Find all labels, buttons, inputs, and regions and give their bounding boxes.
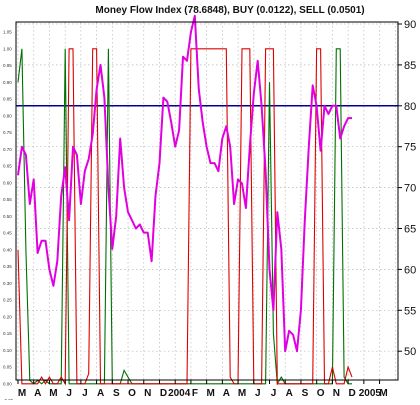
left-tick-label: 0.45: [3, 231, 12, 236]
x-tick-label: 2004: [168, 388, 191, 399]
x-tick-label: N: [333, 388, 340, 399]
left-tick-label: 0.80: [3, 113, 12, 118]
x-tick-label: J: [255, 388, 261, 399]
left-tick-label: 0.25: [3, 298, 12, 303]
left-tick-label: 0.50: [3, 214, 12, 219]
left-tick-label: 0.20: [3, 314, 12, 319]
x-tick-label: A: [97, 388, 104, 399]
left-tick-label: 0.65: [3, 164, 12, 169]
x-tick-label: J: [271, 388, 277, 399]
series-layer: [17, 14, 353, 386]
x-tick-label: S: [302, 388, 309, 399]
x-tick-label: O: [317, 388, 325, 399]
series-line-mfi: [17, 14, 352, 353]
x-tick-label: O: [128, 388, 136, 399]
series-line-sell: [17, 48, 353, 386]
x-tick-label: D: [349, 388, 356, 399]
left-tick-label: 0.75: [3, 130, 12, 135]
x-tick-label: A: [286, 388, 293, 399]
left-axis-ticks: 1.05 1.00 0.95 0.90 0.85 0.80 0.75 0.70 0.65 0.60…: [3, 30, 14, 404]
right-tick-label: 85: [404, 60, 416, 72]
left-tick-label: 0.10: [3, 348, 12, 353]
left-tick-label: 1.00: [3, 46, 12, 51]
x-tick-label: M: [49, 388, 57, 399]
x-tick-label: M: [206, 388, 214, 399]
right-tick-label: 75: [404, 142, 416, 154]
left-tick-label: 0.30: [3, 281, 12, 286]
x-tick-label: J: [82, 388, 88, 399]
left-tick-label: 0.00: [3, 381, 12, 386]
x-tick-label: M: [18, 388, 26, 399]
right-tick-label: 60: [404, 264, 416, 276]
left-tick-label: 0.05: [3, 365, 12, 370]
left-tick-label: 1.05: [3, 30, 12, 35]
right-axis-ticks: 90 85 80 75 70 65 60 55 50: [398, 19, 416, 358]
left-tick-label: 0.85: [3, 97, 12, 102]
x-tick-label: S: [113, 388, 120, 399]
x-tick-label: D: [160, 388, 167, 399]
x-tick-label: A: [34, 388, 41, 399]
x-tick-label: J: [66, 388, 72, 399]
right-tick-label: 80: [404, 101, 416, 113]
right-tick-label: 70: [404, 183, 416, 195]
left-tick-label: 0.95: [3, 63, 12, 68]
left-tick-label: 0.90: [3, 80, 12, 85]
right-tick-label: 55: [404, 305, 416, 317]
x-tick-label: 2005: [359, 388, 382, 399]
left-tick-label: 0.55: [3, 197, 12, 202]
right-tick-label: 90: [404, 19, 416, 31]
right-tick-label: 50: [404, 346, 416, 358]
x-tick-label: N: [144, 388, 151, 399]
left-tick-label: 0.60: [3, 180, 12, 185]
x-tick-label: M: [238, 388, 246, 399]
chart-title: Money Flow Index (78.6848), BUY (0.0122)…: [95, 5, 364, 16]
right-tick-label: 65: [404, 224, 416, 236]
x-tick-label: M: [379, 388, 387, 399]
x-tick-label: F: [192, 388, 198, 399]
x-tick-label: A: [223, 388, 230, 399]
left-tick-label: 0.15: [3, 331, 12, 336]
left-tick-label: 0.35: [3, 264, 12, 269]
left-tick-label: 0.70: [3, 147, 12, 152]
left-tick-label: 0.40: [3, 247, 12, 252]
